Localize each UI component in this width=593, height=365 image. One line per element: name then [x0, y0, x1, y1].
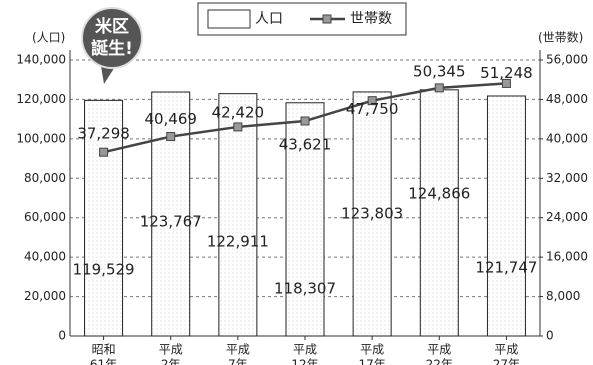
bar — [419, 89, 459, 337]
bar — [84, 99, 124, 337]
x-tick-label: 平成 — [159, 343, 183, 357]
y2-tick-label: 0 — [546, 329, 554, 343]
x-tick-label: 2年 — [161, 358, 181, 365]
y-tick-label: 120,000 — [16, 92, 66, 106]
bar-value-label: 122,911 — [207, 233, 269, 251]
line-value-label: 43,621 — [279, 136, 332, 154]
line-value-label: 42,420 — [212, 103, 265, 121]
y2-tick-label: 40,000 — [546, 131, 588, 145]
line-marker — [166, 132, 176, 142]
line-marker — [300, 116, 310, 126]
bar-value-label: 124,866 — [408, 185, 470, 203]
x-tick-label: 平成 — [293, 343, 317, 357]
line-value-label: 40,469 — [144, 110, 197, 128]
y-axis-label: (人口) — [32, 31, 65, 45]
badge-text: 誕生! — [91, 38, 133, 59]
y-tick-label: 60,000 — [24, 210, 66, 224]
x-tick-label: 平成 — [360, 343, 384, 357]
y-tick-label: 40,000 — [24, 250, 66, 264]
line-marker — [99, 147, 109, 157]
line-marker — [501, 78, 511, 88]
y2-tick-label: 56,000 — [546, 53, 588, 67]
line-value-label: 37,298 — [77, 125, 130, 143]
bar-value-label: 118,307 — [274, 280, 336, 298]
x-tick-label: 昭和 — [92, 343, 116, 357]
x-tick-label: 22年 — [426, 358, 453, 365]
bar-value-label: 123,767 — [140, 213, 202, 231]
legend-marker — [322, 14, 332, 24]
legend-swatch — [207, 9, 251, 29]
bar — [285, 102, 325, 337]
legend-label: 世帯数 — [350, 11, 392, 27]
y2-tick-label: 24,000 — [546, 210, 588, 224]
y-tick-label: 0 — [58, 329, 66, 343]
badge-text: 米区 — [95, 16, 129, 37]
y2-axis-label: (世帯数) — [538, 30, 583, 45]
x-tick-label: 17年 — [359, 358, 386, 365]
y-tick-label: 20,000 — [24, 289, 66, 303]
bar — [486, 95, 526, 337]
line-marker — [434, 83, 444, 93]
x-tick-label: 平成 — [494, 343, 518, 357]
y-tick-label: 80,000 — [24, 171, 66, 185]
x-tick-label: 平成 — [226, 343, 250, 357]
x-tick-label: 61年 — [90, 358, 117, 365]
y2-tick-label: 16,000 — [546, 250, 588, 264]
bar-value-label: 119,529 — [73, 261, 135, 279]
bar — [218, 93, 258, 337]
x-tick-label: 平成 — [427, 343, 451, 357]
badge — [81, 7, 143, 69]
x-tick-label: 12年 — [291, 358, 318, 365]
line-marker — [233, 122, 243, 132]
x-tick-label: 7年 — [228, 358, 248, 365]
y2-tick-label: 8,000 — [546, 289, 580, 303]
bar — [151, 91, 191, 337]
bar-value-label: 123,803 — [341, 205, 403, 223]
line-marker — [367, 96, 377, 106]
line-value-label: 51,248 — [480, 64, 533, 82]
x-tick-label: 27年 — [493, 358, 520, 365]
y-tick-label: 100,000 — [16, 131, 66, 145]
line-value-label: 50,345 — [413, 62, 466, 80]
y2-tick-label: 48,000 — [546, 92, 588, 106]
bar-value-label: 121,747 — [475, 259, 537, 277]
y2-tick-label: 32,000 — [546, 171, 588, 185]
legend-label: 人口 — [255, 11, 283, 27]
line-value-label: 47,750 — [346, 100, 399, 118]
bar — [352, 91, 392, 337]
y-tick-label: 140,000 — [16, 53, 66, 67]
